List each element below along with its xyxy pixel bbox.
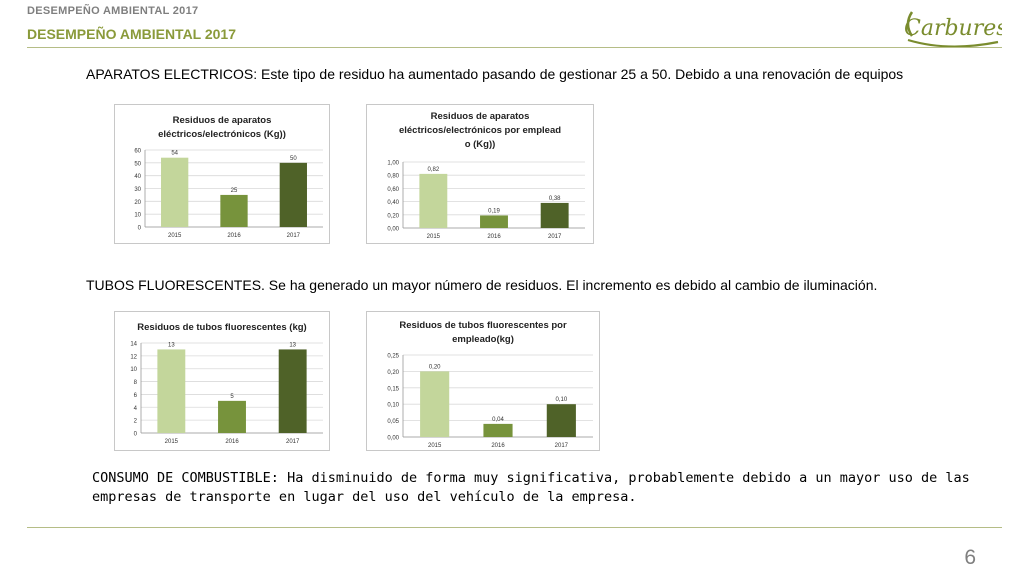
y-tick-label: 30 [134,187,141,193]
chart-svg-0: Residuos de aparatos eléctricos/electróni… [134,115,323,239]
chart-title-line: o (Kg)) [465,139,496,150]
y-tick-label: 1,00 [387,161,399,167]
y-tick-label: 6 [134,393,138,399]
x-tick-label: 2015 [428,443,442,449]
bar-2016 [480,215,508,228]
carbures-logo: Carbures [904,11,1002,48]
x-tick-label: 2016 [225,439,239,445]
y-tick-label: 2 [134,419,138,425]
chart-title-line: eléctricos/electrónicos (Kg)) [158,129,286,140]
y-tick-label: 40 [134,174,141,180]
y-tick-label: 50 [134,161,141,167]
data-label: 0,04 [492,417,504,423]
chart-svg-2: Residuos de tubos fluorescentes (kg) 0 2 4 6… [130,322,323,445]
x-tick-label: 2015 [168,233,182,239]
y-tick-label: 10 [134,213,141,219]
y-tick-label: 60 [134,149,141,155]
bar-2016 [218,400,246,433]
x-tick-label: 2016 [227,233,241,239]
x-tick-label: 2016 [491,443,505,449]
y-tick-label: 0,20 [387,213,399,219]
logo-arc [906,11,914,37]
data-label: 0,82 [427,167,439,173]
bar-2015 [157,349,186,433]
y-tick-label: 0,80 [387,174,399,180]
x-tick-label: 2017 [555,443,569,449]
page-title: DESEMPEÑO AMBIENTAL 2017 [27,26,237,42]
bar-2017 [278,349,307,433]
data-label: 54 [171,151,178,157]
chart-title-line: Residuos de tubos fluorescentes (kg) [137,322,306,333]
header-rule [27,47,1002,48]
logo-text: Carbures [904,16,1002,41]
x-tick-label: 2015 [427,234,441,240]
bar-2017 [540,202,569,228]
bar-2015 [420,371,450,437]
bar-2016 [220,194,248,227]
chart-title-line: empleado(kg) [452,334,514,345]
chart-aparatos-empleado: Residuos de aparatos eléctricos/electróni… [366,104,594,244]
data-label: 0,19 [488,208,500,214]
y-tick-label: 0,25 [387,354,399,360]
y-tick-label: 14 [130,342,137,348]
bar-2017 [546,404,576,437]
chart-svg-1: Residuos de aparatos eléctricos/electróni… [387,111,585,240]
y-tick-label: 0 [134,432,138,438]
bar-2015 [419,173,448,228]
y-tick-label: 0,20 [387,370,399,376]
bar-2015 [161,157,189,227]
bar-2017 [279,162,307,227]
logo-swoosh [907,38,999,48]
tubos-paragraph: TUBOS FLUORESCENTES. Se ha generado un m… [86,277,878,293]
y-tick-label: 0,00 [387,227,399,233]
data-label: 25 [231,188,238,194]
y-tick-label: 12 [130,354,137,360]
x-tick-label: 2017 [548,234,562,240]
top-label: DESEMPEÑO AMBIENTAL 2017 [27,5,199,17]
chart-title-line: eléctricos/electrónicos por emplead [399,125,561,136]
data-label: 13 [289,342,296,348]
page-number: 6 [964,546,976,569]
x-tick-label: 2017 [286,439,300,445]
x-tick-label: 2016 [487,234,501,240]
y-tick-label: 0,10 [387,403,399,409]
y-tick-label: 0,05 [387,419,399,425]
x-tick-label: 2017 [287,233,301,239]
data-label: 0,10 [555,397,567,403]
chart-title-line: Residuos de tubos fluorescentes por [399,320,567,331]
data-label: 50 [290,156,297,162]
bar-2016 [483,423,513,437]
y-tick-label: 0,00 [387,436,399,442]
footer-rule [27,527,1002,528]
x-tick-label: 2015 [165,439,179,445]
y-tick-label: 0,40 [387,200,399,206]
y-tick-label: 10 [130,367,137,373]
chart-tubos-empleado: Residuos de tubos fluorescentes por emple… [366,311,600,451]
combustible-paragraph: CONSUMO DE COMBUSTIBLE: Ha disminuido de… [92,470,970,505]
y-tick-label: 4 [134,406,138,412]
data-label: 0,38 [549,196,561,202]
y-tick-label: 20 [134,200,141,206]
y-tick-label: 0 [138,226,142,232]
y-tick-label: 0,15 [387,386,399,392]
chart-svg-3: Residuos de tubos fluorescentes por emple… [387,320,593,449]
data-label: 5 [230,394,234,400]
chart-title-line: Residuos de aparatos [431,111,530,122]
chart-title-line: Residuos de aparatos [173,115,272,126]
aparatos-paragraph: APARATOS ELECTRICOS: Este tipo de residu… [86,66,904,82]
y-tick-label: 8 [134,380,138,386]
data-label: 0,20 [429,364,441,370]
chart-aparatos-kg: Residuos de aparatos eléctricos/electróni… [114,104,330,244]
chart-tubos-kg: Residuos de tubos fluorescentes (kg) 0 2 4 6… [114,311,330,451]
y-tick-label: 0,60 [387,187,399,193]
data-label: 13 [168,342,175,348]
